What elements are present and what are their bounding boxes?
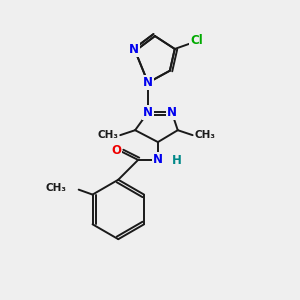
Text: N: N bbox=[143, 76, 153, 89]
Text: CH₃: CH₃ bbox=[97, 130, 118, 140]
Text: O: O bbox=[111, 145, 121, 158]
Text: N: N bbox=[143, 106, 153, 119]
Text: N: N bbox=[129, 44, 139, 56]
Text: Cl: Cl bbox=[190, 34, 203, 46]
Text: CH₃: CH₃ bbox=[195, 130, 216, 140]
Text: H: H bbox=[172, 154, 182, 167]
Text: CH₃: CH₃ bbox=[46, 183, 67, 193]
Text: N: N bbox=[153, 153, 163, 167]
Text: N: N bbox=[167, 106, 177, 119]
